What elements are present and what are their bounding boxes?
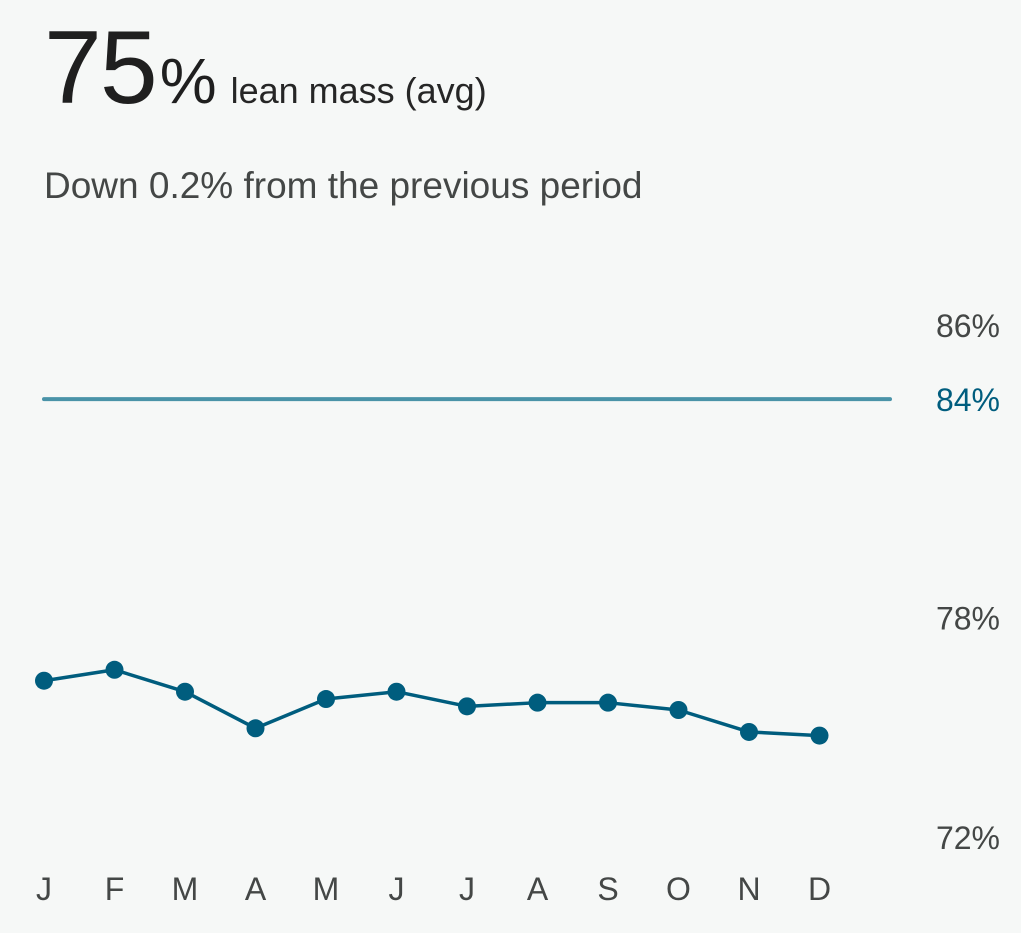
summary-header: 75 % lean mass (avg) Down 0.2% from the … <box>44 0 984 206</box>
data-point <box>669 701 688 719</box>
x-tick-label: A <box>245 871 267 907</box>
data-point <box>35 671 53 690</box>
x-tick-label: J <box>389 871 405 907</box>
x-tick-label: M <box>313 871 340 907</box>
change-subtitle: Down 0.2% from the previous period <box>44 165 643 206</box>
goal-label: 84% <box>936 382 1000 418</box>
data-point <box>317 690 335 709</box>
x-tick-label: A <box>527 871 549 907</box>
y-tick-label: 78% <box>936 601 1000 637</box>
y-tick-label: 72% <box>936 820 1000 856</box>
x-tick-label: M <box>172 871 199 907</box>
metric-label: lean mass (avg) <box>230 70 487 111</box>
data-point <box>105 660 124 679</box>
headline: 75 % lean mass (avg) <box>44 0 984 132</box>
series-line <box>42 668 822 738</box>
x-tick-label: O <box>666 871 691 907</box>
x-tick-label: F <box>105 871 125 907</box>
average-value: 75 <box>44 10 158 126</box>
data-point <box>246 719 265 738</box>
data-point <box>810 726 829 745</box>
data-point <box>599 693 617 712</box>
x-tick-label: J <box>36 871 52 907</box>
average-unit: % <box>159 45 217 117</box>
x-tick-label: D <box>808 871 831 907</box>
data-point <box>458 697 476 716</box>
data-point <box>387 682 406 701</box>
data-point <box>528 693 547 712</box>
data-point <box>740 722 758 741</box>
x-tick-label: S <box>597 871 618 907</box>
y-tick-label: 86% <box>936 308 1000 344</box>
data-point <box>176 682 194 701</box>
x-tick-label: N <box>737 871 760 907</box>
x-tick-label: J <box>459 871 475 907</box>
